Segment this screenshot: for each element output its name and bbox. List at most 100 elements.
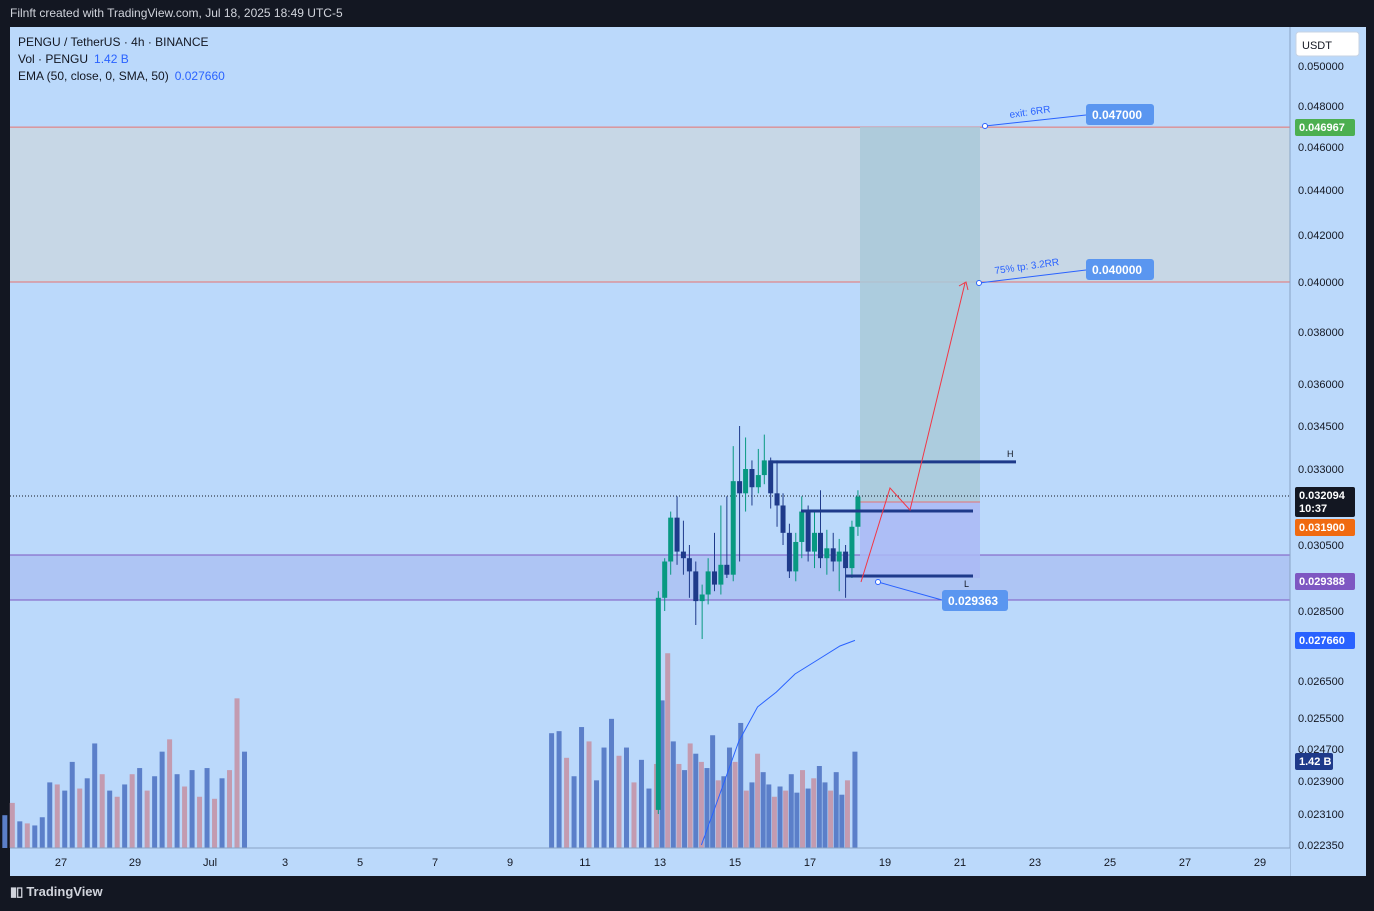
exit-value-box	[1086, 104, 1154, 125]
y-tick-label: 0.050000	[1298, 61, 1344, 73]
volume-bar	[676, 763, 682, 848]
volume-bar	[646, 788, 652, 848]
legend-volume-label: Vol · PENGU	[18, 52, 89, 66]
volume-bar	[17, 821, 23, 848]
volume-bar	[721, 776, 727, 848]
volume-bar	[601, 747, 607, 848]
low-label: L	[964, 579, 969, 589]
ema-tag-box	[1295, 632, 1355, 649]
candle-body	[817, 532, 823, 559]
candle-body	[780, 505, 786, 533]
y-tick-label: 0.026500	[1298, 676, 1344, 688]
tradingview-logo[interactable]: ▮▯ TradingView	[10, 884, 103, 900]
volume-bar	[579, 727, 585, 848]
volume-bar	[2, 815, 8, 848]
volume-bar	[564, 757, 570, 848]
legend-volume-value: 1.42 B	[94, 52, 129, 66]
exit-level-tag-box	[1295, 119, 1355, 136]
volume-bar	[99, 774, 105, 848]
time-axis	[10, 848, 1290, 876]
x-tick-label: 19	[879, 857, 891, 869]
volume-bar	[609, 718, 615, 848]
exit-callout-connector	[984, 114, 1087, 127]
stop-value-box	[942, 590, 1008, 611]
volume-bar	[69, 761, 75, 848]
last-price-tag-text: 10:37	[1299, 503, 1327, 515]
legend-ema[interactable]: EMA (50, close, 0, SMA, 50) 0.027660	[18, 68, 225, 85]
x-tick-label: 15	[729, 857, 741, 869]
last-price-tag-text: 0.032094	[1299, 490, 1346, 502]
stop-callout-connector	[877, 581, 943, 601]
candle-body	[805, 511, 811, 552]
y-tick-label: 0.048000	[1298, 101, 1344, 113]
volume-bar	[631, 782, 637, 848]
volume-bar	[586, 741, 592, 848]
volume-bar	[571, 776, 577, 848]
volume-bar	[623, 747, 629, 848]
volume-bar	[839, 794, 845, 848]
volume-bar	[39, 817, 45, 848]
tradingview-logo-icon: ▮▯	[10, 884, 23, 899]
exit-callout-label: exit: 6RR	[1009, 104, 1051, 121]
tp-value-box	[1086, 259, 1154, 280]
candle-body	[724, 564, 730, 575]
volume-bar	[556, 731, 562, 848]
volume-bar	[616, 755, 622, 848]
y-tick-label: 0.034500	[1298, 421, 1344, 433]
resistance-zone	[10, 127, 1290, 282]
legend-ema-label: EMA (50, close, 0, SMA, 50)	[18, 69, 169, 83]
volume-bar	[732, 761, 738, 848]
y-tick-label: 0.030500	[1298, 540, 1344, 552]
projection-arrow-head	[958, 281, 969, 291]
tradingview-logo-text: TradingView	[26, 884, 103, 899]
x-tick-label: 13	[654, 857, 666, 869]
volume-bar	[152, 776, 158, 848]
volume-bar	[114, 796, 120, 848]
volume-bar	[638, 759, 644, 848]
volume-bar	[749, 782, 755, 848]
stop-callout-anchor	[875, 579, 881, 585]
x-tick-label: 29	[1254, 857, 1266, 869]
ema-line	[700, 639, 856, 846]
volume-bar	[219, 778, 225, 848]
volume-bar	[242, 751, 248, 848]
volume-bar	[665, 653, 671, 848]
volume-bar	[167, 739, 173, 848]
legend-volume[interactable]: Vol · PENGU 1.42 B	[18, 51, 225, 68]
volume-bar	[738, 722, 744, 848]
volume-bar	[144, 790, 150, 848]
candle-body	[761, 460, 767, 476]
x-tick-label: 11	[579, 857, 590, 869]
volume-bar	[659, 700, 665, 848]
y-tick-label: 0.023900	[1298, 776, 1344, 788]
volume-bar	[844, 780, 850, 848]
x-tick-label: 3	[282, 857, 288, 869]
legend-symbol[interactable]: PENGU / TetherUS · 4h · BINANCE	[18, 35, 209, 49]
attribution-bar: Filnft created with TradingView.com, Jul…	[0, 0, 1374, 27]
volume-bar	[24, 823, 30, 848]
volume-bar	[204, 768, 210, 848]
x-tick-label: 25	[1104, 857, 1116, 869]
support-zone	[10, 555, 1290, 600]
volume-bar	[107, 790, 113, 848]
volume-bar	[726, 747, 732, 848]
volume-bar	[698, 761, 704, 848]
currency-button	[1295, 31, 1360, 57]
candle-body	[786, 532, 792, 572]
last-price-tag-box	[1295, 487, 1355, 517]
tp-callout-connector	[978, 269, 1087, 284]
y-tick-label: 0.040000	[1298, 277, 1344, 289]
candle-body	[674, 517, 680, 552]
high-label: H	[1007, 449, 1014, 459]
exit-value-text: 0.047000	[1092, 108, 1142, 122]
legend-ema-value: 0.027660	[174, 69, 225, 83]
candle-body	[699, 594, 705, 602]
position-target-area	[860, 127, 980, 502]
y-tick-label: 0.046000	[1298, 142, 1344, 154]
volume-tag-text: 1.42 B	[1299, 756, 1331, 768]
x-tick-label: 27	[1179, 857, 1191, 869]
x-tick-label: 7	[432, 857, 438, 869]
x-tick-label: 17	[804, 857, 816, 869]
x-tick-label: Jul	[203, 857, 217, 869]
